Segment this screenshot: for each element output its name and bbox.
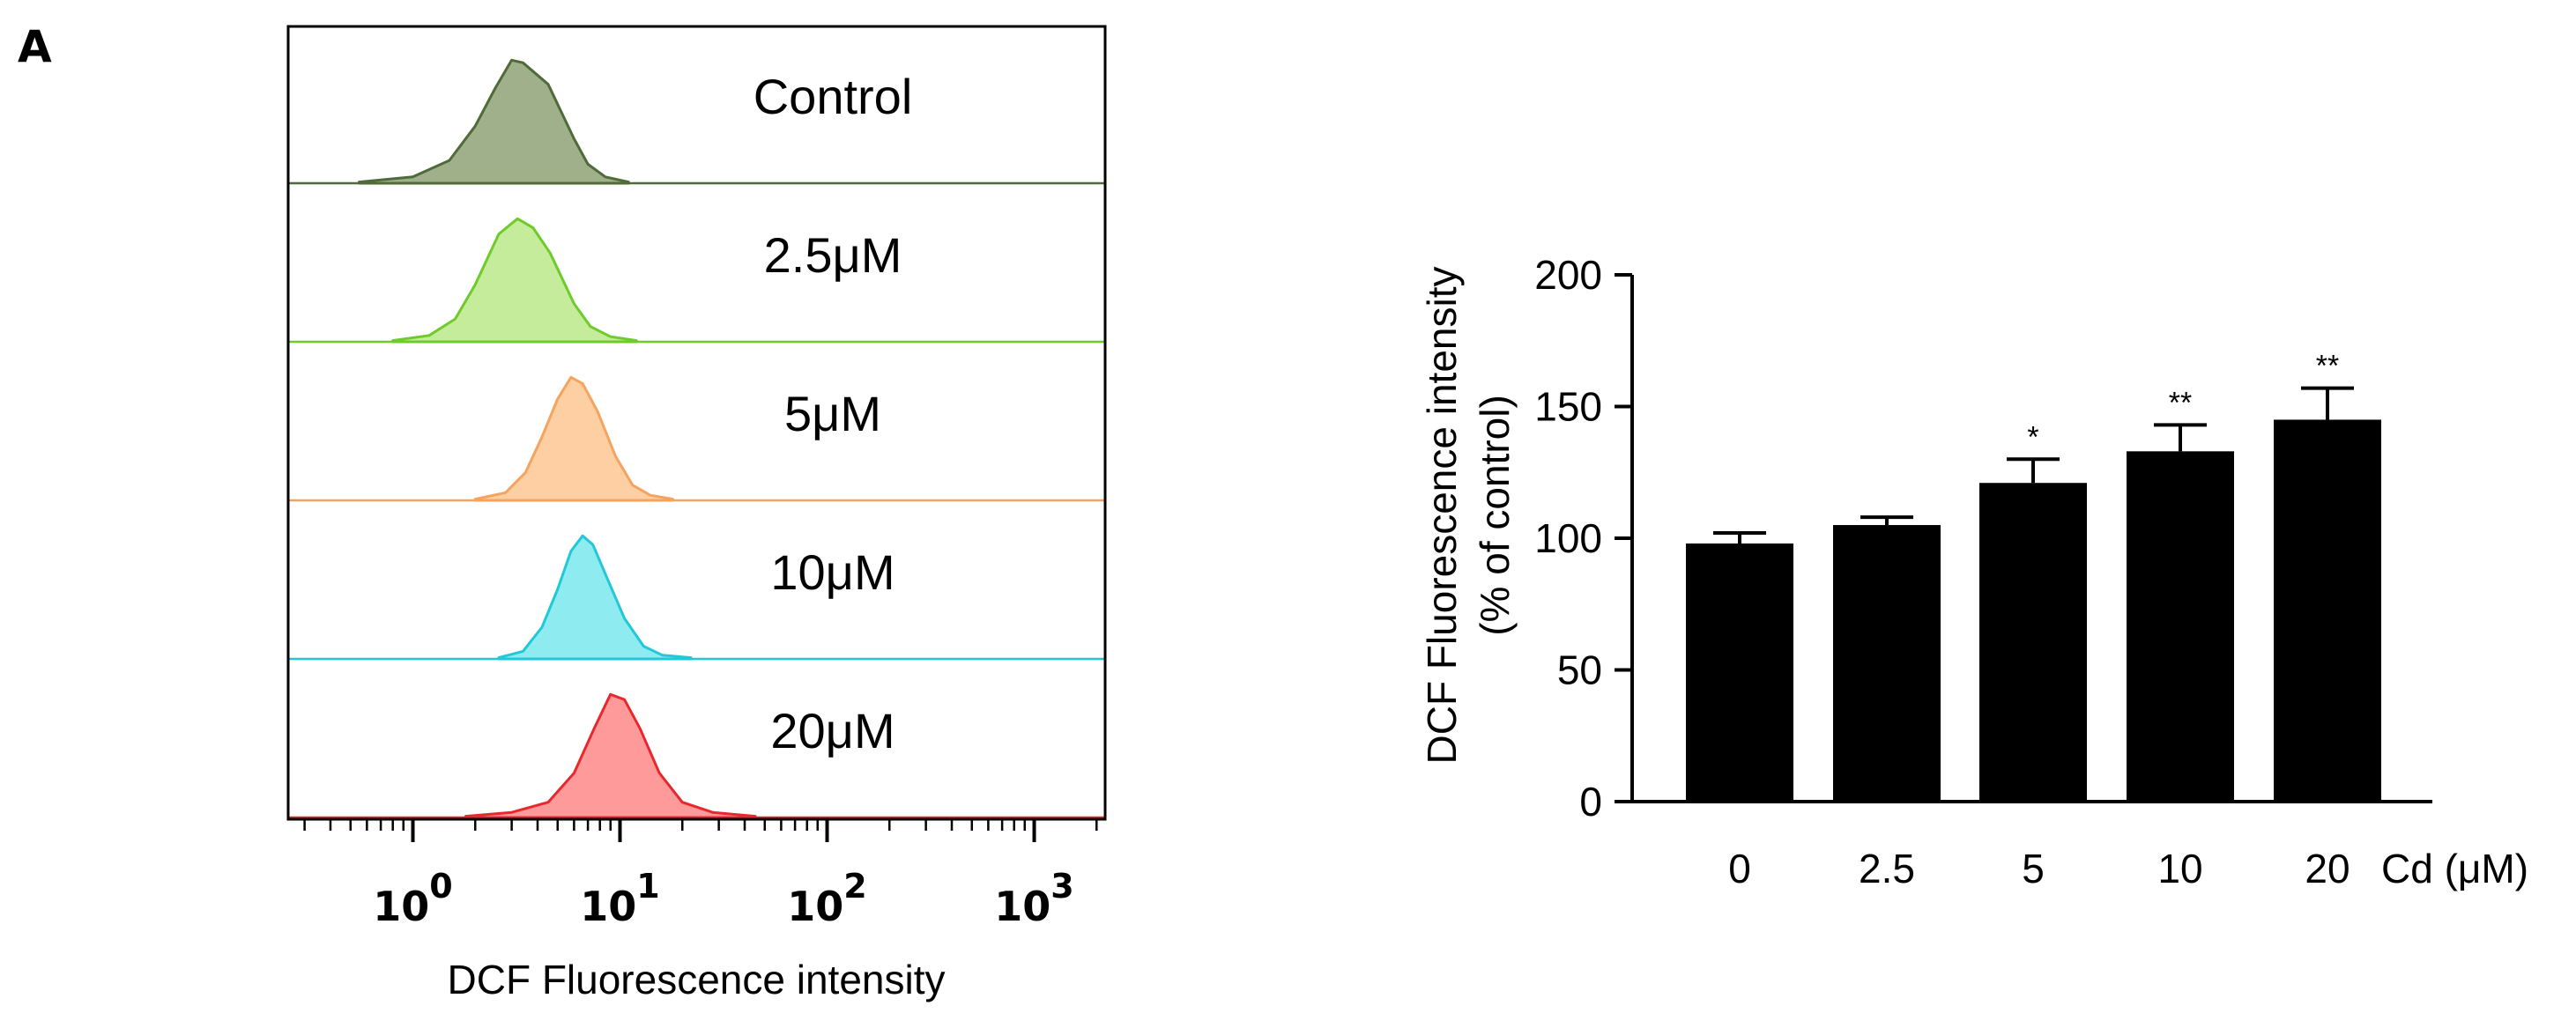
bar [1686, 543, 1793, 802]
histogram-trace: 20μM [288, 692, 1105, 819]
significance-marker: * [2027, 420, 2038, 454]
bar-chart-bars: ***** [1686, 350, 2381, 802]
bar-x-tick-label: 10 [2157, 846, 2202, 891]
histogram-x-tick-label: 100 [373, 867, 452, 930]
bar-x-tick-label: 0 [1728, 846, 1751, 891]
histogram-x-tick-label: 102 [787, 867, 866, 930]
y-tick-label: 50 [1557, 647, 1602, 693]
histogram-x-tick-label: 103 [994, 867, 1073, 930]
bar-x-tick-label: 2.5 [1859, 846, 1915, 891]
bar-x-tick-label: 5 [2022, 846, 2045, 891]
histogram-series-label: 10μM [770, 544, 895, 600]
histogram-peak [358, 58, 630, 185]
histogram-peak [464, 692, 757, 819]
bar [2274, 419, 2381, 802]
y-tick-label: 200 [1534, 252, 1602, 298]
histogram-trace: 5μM [288, 375, 1105, 502]
bar-chart-y-axis-label-line1: DCF Fluorescence intensity [1419, 267, 1465, 765]
significance-marker: ** [2316, 350, 2339, 383]
histogram-series-label: 5μM [784, 386, 881, 441]
histogram-traces: Control 2.5μM 5μM 10μM 20μM [288, 58, 1105, 819]
histogram-x-ticks [303, 819, 1098, 842]
bar-chart-x-unit-label: Cd (μM) [2381, 846, 2528, 891]
histogram-series-label: 2.5μM [764, 227, 902, 283]
panel-letter: A [18, 21, 52, 72]
y-tick-label: 100 [1534, 515, 1602, 561]
histogram-peak [497, 534, 693, 661]
histogram-trace: 2.5μM [288, 217, 1105, 344]
histogram-trace: 10μM [288, 534, 1105, 661]
histogram-peak [391, 217, 638, 344]
bar-chart-x-tick-labels: 0 2.5 5 10 20 [1728, 846, 2350, 891]
significance-marker: ** [2169, 386, 2192, 419]
bar [2127, 451, 2234, 802]
histogram-x-axis-label: DCF Fluorescence intensity [448, 957, 946, 1002]
histogram-series-label: 20μM [770, 703, 895, 758]
histogram-trace: Control [288, 58, 1105, 185]
bar [1833, 525, 1941, 802]
histogram-x-tick-labels: 100 101 102 103 [373, 867, 1074, 930]
histogram-x-tick-label: 101 [580, 867, 659, 930]
bar-x-tick-label: 20 [2305, 846, 2350, 891]
histogram-series-label: Control [753, 69, 913, 124]
histogram-frame [286, 25, 1107, 821]
histogram-peak [473, 375, 674, 502]
bar-chart-y-axis-label-line2: (% of control) [1472, 395, 1518, 636]
y-tick-label: 150 [1534, 384, 1602, 430]
y-tick-label: 0 [1579, 779, 1602, 825]
histogram-panel: Control 2.5μM 5μM 10μM 20μM 100 101 102 103 DCF… [286, 25, 1107, 1002]
bar [1979, 483, 2087, 802]
